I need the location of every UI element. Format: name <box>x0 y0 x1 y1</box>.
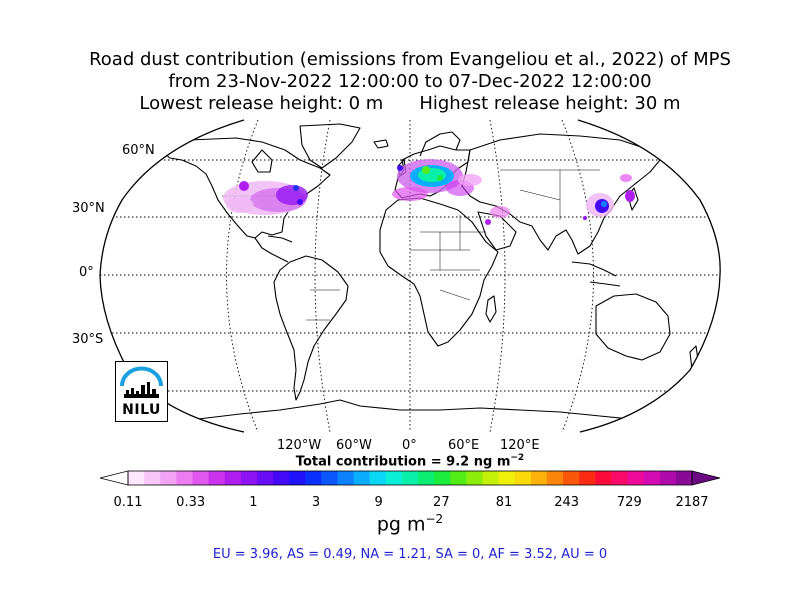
lat-label-30s: 30°S <box>72 332 104 347</box>
colorbar-tick-label: 3 <box>311 495 321 510</box>
colorbar-tick-label: 1 <box>249 495 258 510</box>
colorbar-cell <box>643 471 661 485</box>
colorbar-cell <box>160 471 177 485</box>
colorbar-extend-low <box>99 470 129 486</box>
colorbar-cell <box>563 471 580 485</box>
lon-label-60w: 60°W <box>336 438 372 453</box>
colorbar-cell <box>675 471 693 485</box>
colorbar-extend-high <box>691 470 721 486</box>
colorbar-cell <box>224 471 242 485</box>
colorbar-tick-label: 27 <box>433 495 450 510</box>
colorbar-cell <box>176 471 194 485</box>
colorbar-cell <box>385 471 403 485</box>
colorbar-cell <box>321 471 339 485</box>
colorbar-cell <box>514 471 532 485</box>
colorbar-unit-label: pg m−2 <box>376 512 444 536</box>
colorbar-cell <box>418 471 435 485</box>
colorbar-cell <box>579 471 596 485</box>
colorbar-cell <box>208 471 226 485</box>
total-contribution: Total contribution = 9.2 ng m−2 <box>295 453 525 470</box>
colorbar-cell <box>659 471 677 485</box>
lat-label-0: 0° <box>79 265 94 280</box>
colorbar-cell <box>498 471 516 485</box>
colorbar-cell <box>611 471 629 485</box>
colorbar-cell <box>353 471 371 485</box>
lat-label-30n: 30°N <box>72 201 105 216</box>
colorbar-cell <box>273 471 290 485</box>
lon-label-120e: 120°E <box>500 438 540 453</box>
colorbar-cell <box>337 471 355 485</box>
colorbar-cell <box>546 471 564 485</box>
lon-label-120w: 120°W <box>277 438 322 453</box>
colorbar-cell <box>240 471 258 485</box>
colorbar-cell <box>450 471 467 485</box>
coastlines <box>157 123 699 425</box>
nilu-logo: NILU <box>115 361 168 422</box>
colorbar-cell <box>192 471 210 485</box>
colorbar-tick-label: 243 <box>554 495 580 510</box>
lat-label-60n: 60°N <box>122 143 155 158</box>
nilu-logo-icon <box>120 366 163 398</box>
colorbar-tick-label: 729 <box>616 495 642 510</box>
colorbar-cell <box>466 471 484 485</box>
title-line-1: Road dust contribution (emissions from E… <box>89 49 731 70</box>
colorbar-tick-label: 9 <box>374 495 383 510</box>
colorbar-cell <box>289 471 306 485</box>
contribution-overlay <box>223 159 635 225</box>
title-line-2: from 23-Nov-2022 12:00:00 to 07-Dec-2022… <box>168 71 652 92</box>
regional-stats: EU = 3.96, AS = 0.49, NA = 1.21, SA = 0,… <box>212 547 608 562</box>
colorbar-cell <box>256 471 274 485</box>
colorbar-tick-label: 2187 <box>675 495 709 510</box>
lon-label-60e: 60°E <box>448 438 480 453</box>
colorbar-tick-label: 0.33 <box>176 495 206 510</box>
colorbar-cell <box>128 471 145 485</box>
colorbar-tick-label: 81 <box>495 495 513 510</box>
lowest-release-height: Lowest release height: 0 m <box>139 93 384 114</box>
title-line-3: Lowest release height: 0 m Highest releas… <box>0 93 800 114</box>
lon-label-0: 0° <box>402 438 417 453</box>
colorbar-cell <box>369 471 387 485</box>
colorbar-tick-label: 0.11 <box>113 495 143 510</box>
colorbar-cell <box>401 471 419 485</box>
nilu-logo-text: NILU <box>122 402 161 418</box>
colorbar-cell <box>627 471 645 485</box>
highest-release-height: Highest release height: 30 m <box>419 93 681 114</box>
colorbar-cell <box>305 471 322 485</box>
colorbar-cell <box>144 471 161 485</box>
latitude-gridlines <box>100 159 720 392</box>
colorbar-cell <box>530 471 548 485</box>
colorbar-cell <box>482 471 500 485</box>
colorbar-cell <box>595 471 613 485</box>
colorbar-cell <box>434 471 451 485</box>
